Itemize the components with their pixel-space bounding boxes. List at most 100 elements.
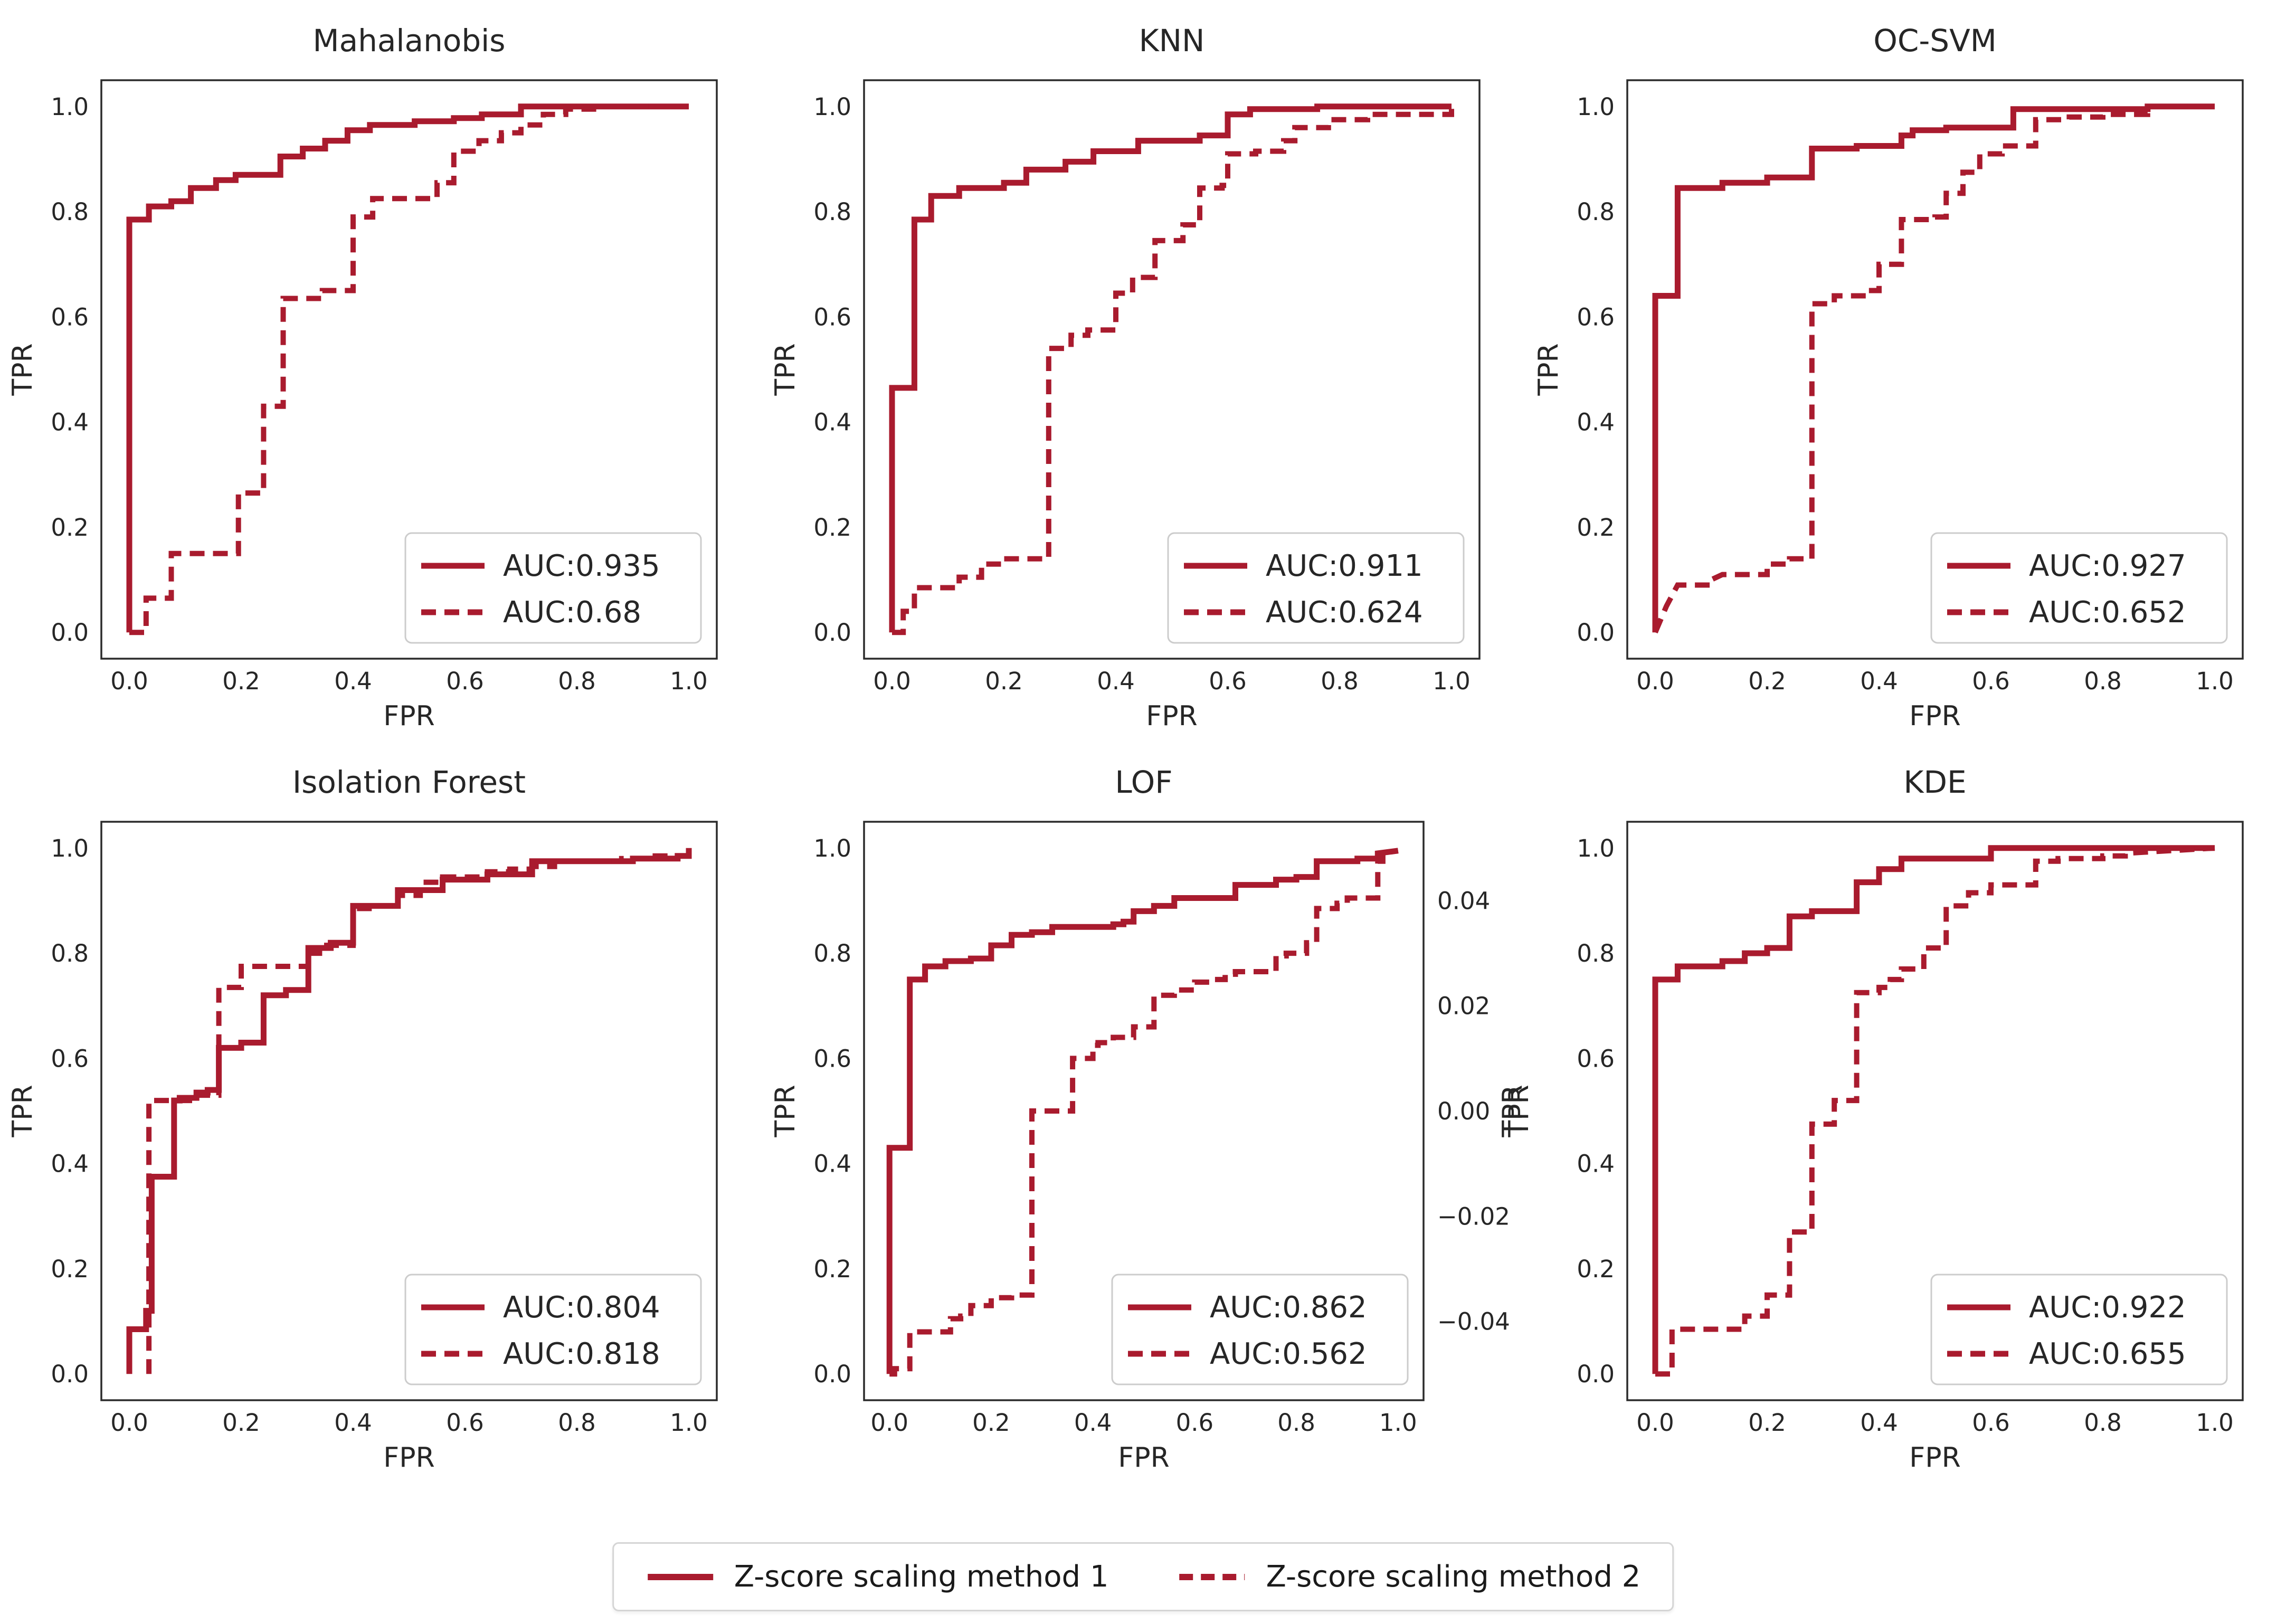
legend-item-method-1: Z-score scaling method 1: [646, 1560, 1109, 1594]
auc-legend-box: [1930, 532, 2228, 644]
roc-curve-dashed: [146, 848, 691, 1374]
solid-line-sample: [647, 1573, 713, 1580]
x-tick-label: 1.0: [1433, 667, 1471, 695]
roc-curve-solid: [126, 848, 692, 1374]
x-tick-label: 1.0: [670, 1409, 708, 1437]
auc-legend-box: [404, 532, 702, 644]
roc-curve-dashed: [1653, 103, 2215, 634]
subplot-title: Isolation Forest: [292, 764, 526, 800]
axes-box: [863, 821, 1425, 1401]
x-axis-label: FPR: [383, 700, 434, 732]
y-tick-label: 0.2: [1577, 1255, 1615, 1283]
auc-legend-label: AUC:0.911: [1266, 549, 1423, 583]
figure-legend: Z-score scaling method 1 Z-score scaling…: [612, 1542, 1674, 1611]
subplot-title: LOF: [1115, 764, 1172, 800]
y-tick-label: 0.2: [51, 514, 89, 542]
roc-curve-solid: [886, 848, 1399, 1374]
roc-subplot-oc-svm: OC-SVM 0.0 0.2 0.4 0.6 0.8 1.0 0.0 0.2 0.4 0.6 0.8 1…: [1533, 23, 2244, 732]
auc-legend: AUC:0.922 AUC:0.655: [1930, 1274, 2228, 1385]
roc-curve-solid: [889, 103, 1452, 633]
y-tick-label: 0.4: [813, 409, 851, 436]
x-tick-label: 0.0: [870, 1409, 908, 1437]
x-tick-label: 0.6: [446, 667, 484, 695]
axes-box: [100, 821, 718, 1401]
x-tick-label: 1.0: [670, 667, 708, 695]
x-tick-label: 0.4: [1860, 1409, 1898, 1437]
x-tick-label: 0.2: [972, 1409, 1010, 1437]
x-axis-label: FPR: [383, 1442, 434, 1474]
y-tick-label: 0.6: [51, 303, 89, 331]
x-tick-label: 0.6: [446, 1409, 484, 1437]
x-tick-label: 0.6: [1176, 1409, 1214, 1437]
auc-legend: AUC:0.862 AUC:0.562: [1111, 1274, 1409, 1385]
y-tick-label: 0.8: [51, 198, 89, 226]
y-tick-label: 0.2: [51, 1255, 89, 1283]
x-tick-label: 0.8: [1321, 667, 1359, 695]
x-tick-label: 0.6: [1972, 1409, 2010, 1437]
y-tick-label: 1.0: [1577, 834, 1615, 862]
auc-legend-label: AUC:0.818: [503, 1337, 660, 1371]
y-tick-label: 0.8: [51, 939, 89, 967]
y-tick-label: 0.4: [51, 1150, 89, 1178]
subplot-title: OC-SVM: [1873, 23, 1997, 59]
right-y-tick-label: 0.02: [1437, 992, 1490, 1020]
auc-legend-label: AUC:0.624: [1266, 595, 1423, 630]
y-tick-label: 0.6: [813, 303, 851, 331]
roc-curve-solid: [1652, 103, 2215, 633]
y-tick-label: 0.0: [1577, 619, 1615, 647]
subplot-title: KNN: [1139, 23, 1205, 59]
y-tick-label: 0.2: [813, 514, 851, 542]
y-tick-label: 0.8: [813, 939, 851, 967]
y-tick-label: 0.4: [813, 1150, 851, 1178]
x-tick-label: 0.6: [1209, 667, 1247, 695]
x-tick-label: 0.4: [1860, 667, 1898, 695]
auc-legend-label: AUC:0.68: [503, 595, 641, 630]
x-tick-label: 0.4: [1074, 1409, 1112, 1437]
y-tick-label: 1.0: [813, 93, 851, 121]
y-tick-label: 0.4: [1577, 1150, 1615, 1178]
y-tick-label: 1.0: [813, 834, 851, 862]
legend-item-method-2: Z-score scaling method 2: [1178, 1560, 1640, 1594]
axes-box: [863, 79, 1481, 660]
x-tick-label: 0.8: [558, 667, 596, 695]
y-tick-label: 0.6: [51, 1044, 89, 1072]
auc-legend: AUC:0.804 AUC:0.818: [404, 1274, 702, 1385]
y-axis-label: TPR: [7, 1085, 39, 1137]
dashed-line-sample: [1179, 1573, 1245, 1580]
x-tick-label: 0.4: [1097, 667, 1135, 695]
auc-legend-label: AUC:0.862: [1210, 1290, 1367, 1325]
roc-curve-dashed: [889, 848, 1399, 1377]
auc-legend: AUC:0.927 AUC:0.652: [1930, 532, 2228, 644]
x-tick-label: 0.8: [1277, 1409, 1315, 1437]
right-y-tick-label: 0.04: [1437, 887, 1490, 915]
x-axis-label: FPR: [1909, 1442, 1960, 1474]
auc-legend-label: AUC:0.804: [503, 1290, 660, 1325]
x-tick-label: 0.4: [334, 1409, 372, 1437]
right-y-tick-label: 0.00: [1437, 1097, 1490, 1125]
x-tick-label: 0.2: [222, 1409, 260, 1437]
x-axis-label: FPR: [1146, 700, 1197, 732]
auc-legend-label: AUC:0.935: [503, 549, 660, 583]
y-tick-label: 1.0: [1577, 93, 1615, 121]
roc-subplot-mahalanobis: Mahalanobis 0.0 0.2 0.4 0.6 0.8 1.0 0.0 0.2 0.4 0.…: [7, 23, 718, 732]
x-tick-label: 0.2: [985, 667, 1023, 695]
y-tick-label: 0.2: [813, 1255, 851, 1283]
y-tick-label: 1.0: [51, 834, 89, 862]
auc-legend-label: AUC:0.562: [1210, 1337, 1367, 1371]
y-tick-label: 0.4: [1577, 409, 1615, 436]
right-y-tick-label: −0.04: [1437, 1308, 1510, 1336]
roc-curve-dashed: [129, 103, 689, 635]
y-tick-label: 0.4: [51, 409, 89, 436]
x-tick-label: 1.0: [1379, 1409, 1417, 1437]
x-tick-label: 0.2: [1748, 667, 1786, 695]
y-tick-label: 0.8: [1577, 939, 1615, 967]
x-axis-label: FPR: [1118, 1442, 1169, 1474]
y-tick-label: 0.0: [813, 619, 851, 647]
y-tick-label: 0.2: [1577, 514, 1615, 542]
y-tick-label: 1.0: [51, 93, 89, 121]
x-tick-label: 1.0: [2196, 1409, 2234, 1437]
x-tick-label: 0.0: [110, 1409, 148, 1437]
legend-item-label: Z-score scaling method 1: [734, 1560, 1109, 1594]
auc-legend-label: AUC:0.927: [2029, 549, 2186, 583]
